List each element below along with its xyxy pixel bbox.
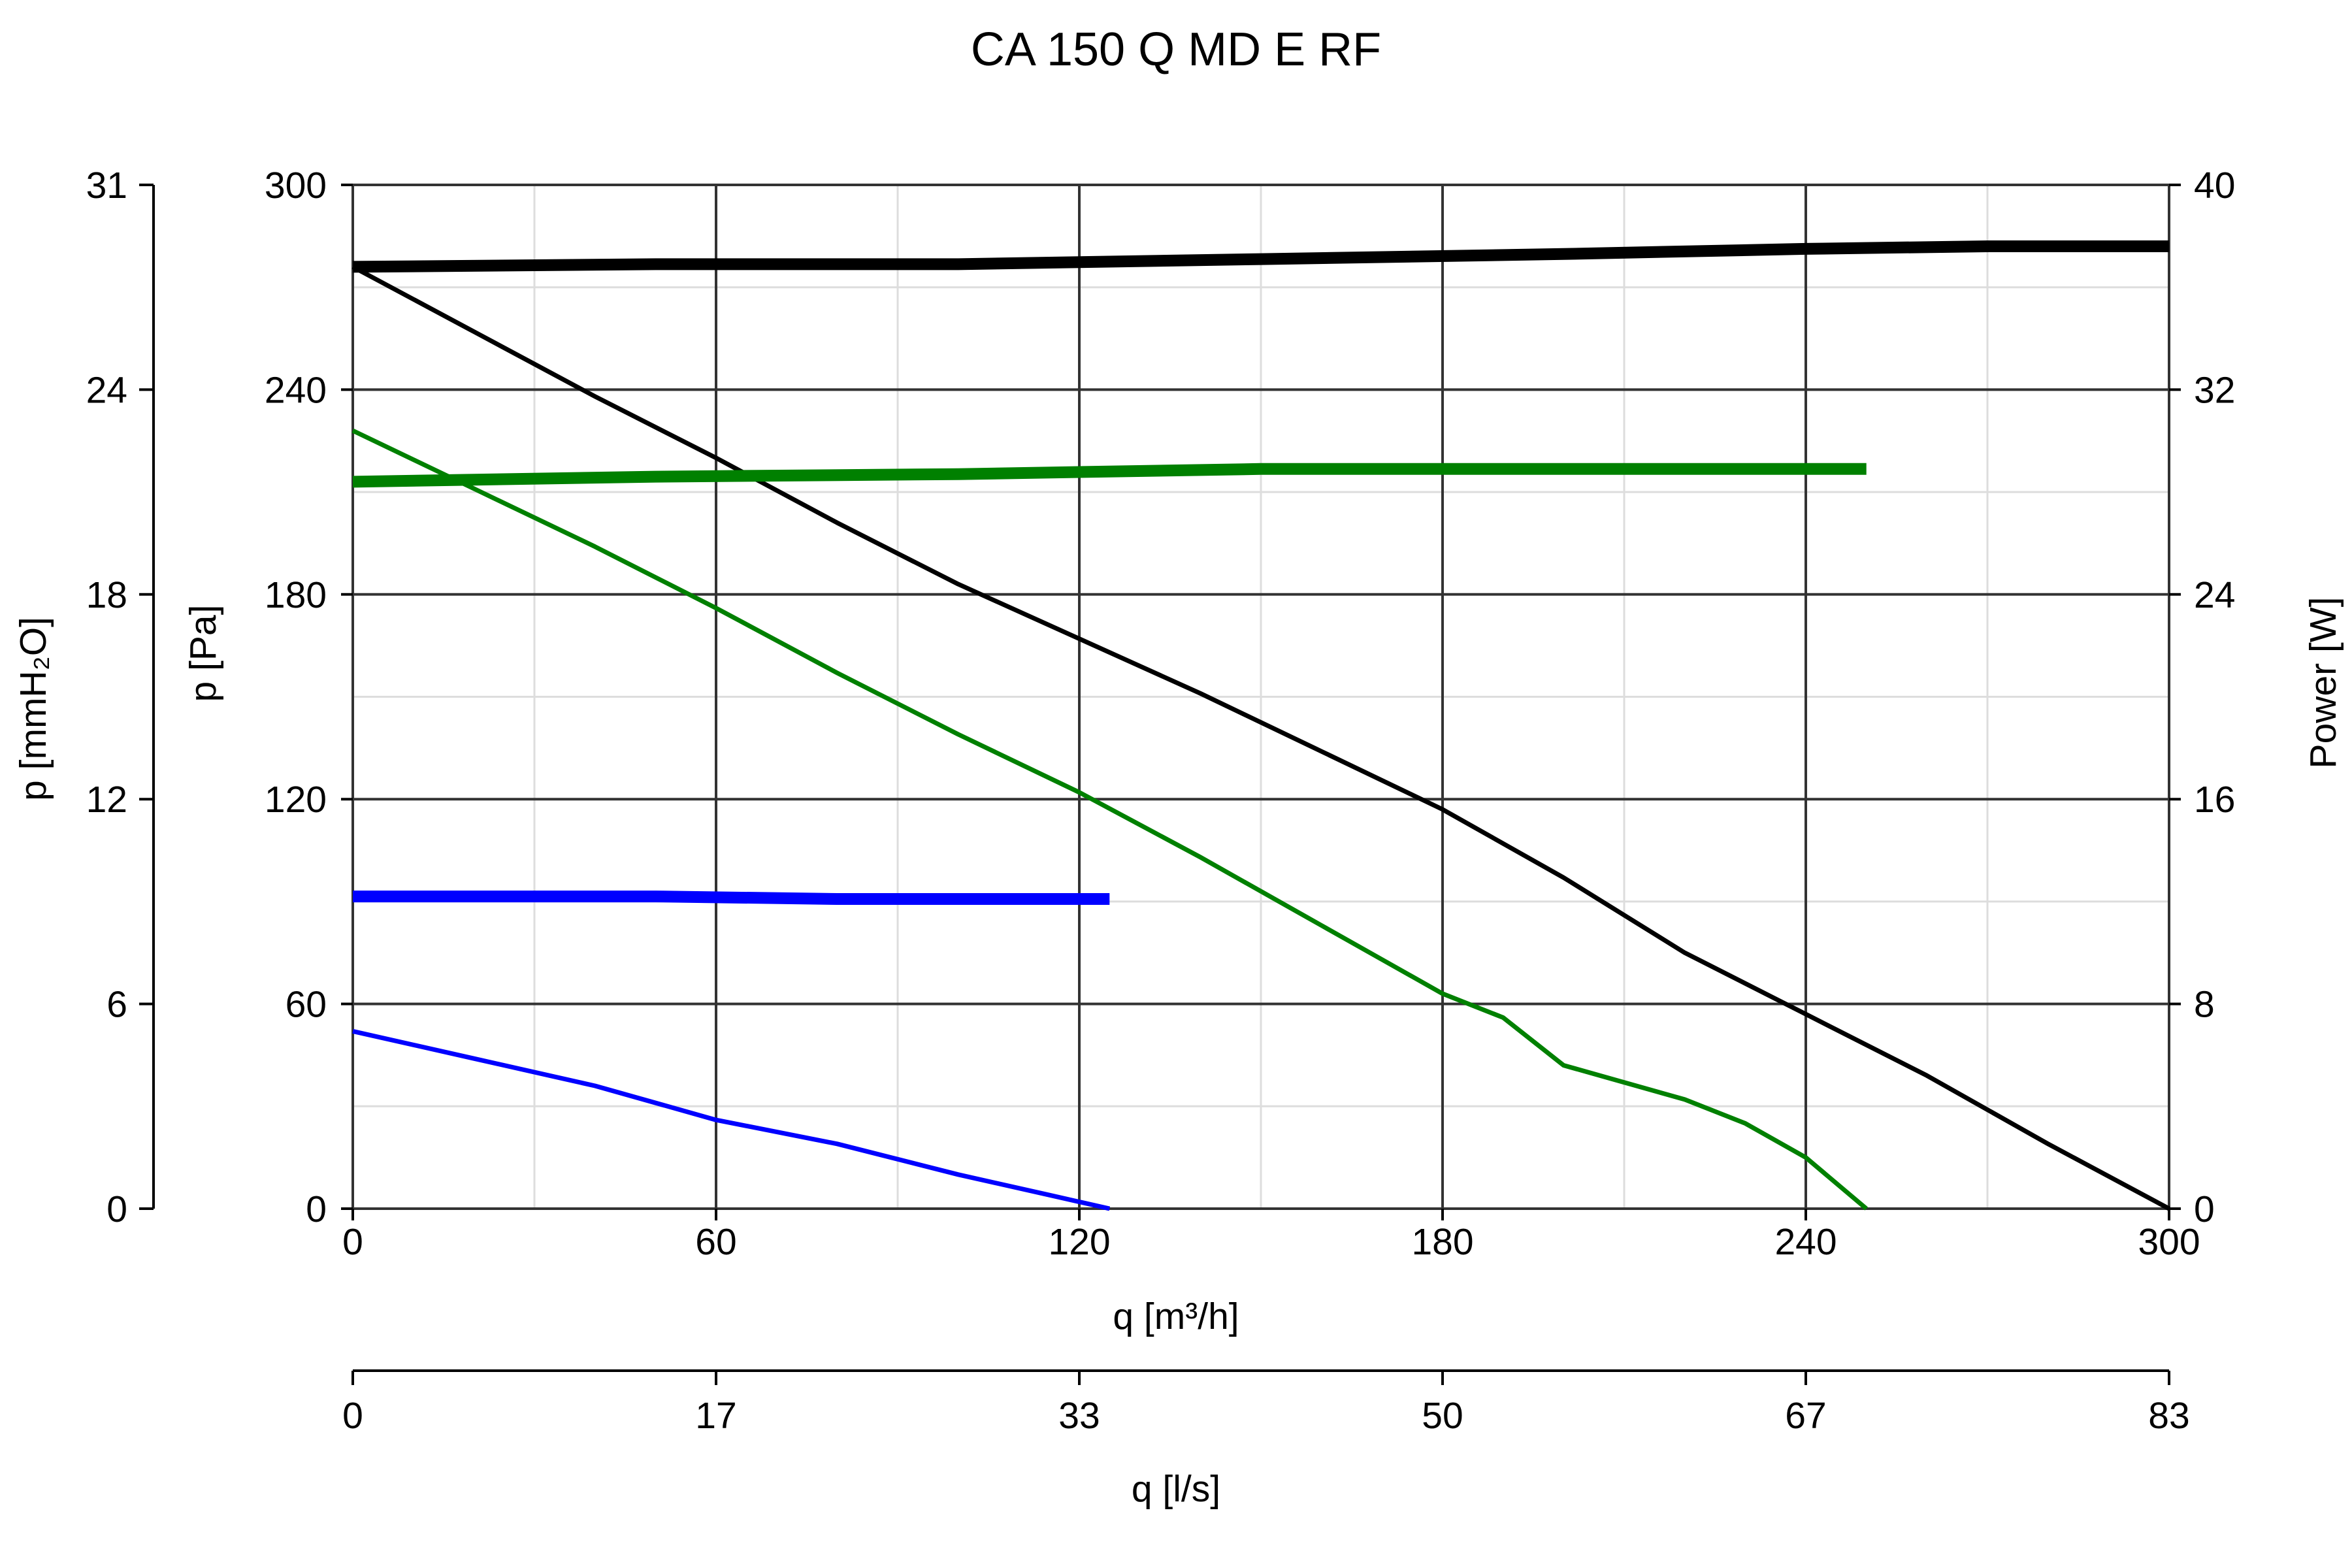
y-mmh2o-tick-label: 24: [86, 369, 127, 411]
series-line-power-5: [353, 890, 1110, 905]
y-tick-label: 300: [265, 165, 327, 206]
series-line-power-3: [352, 240, 2169, 273]
x-tick-label: 240: [1774, 1221, 1837, 1263]
plot-frame: [351, 184, 2170, 1210]
x2-tick-label: 83: [2148, 1395, 2189, 1437]
x-tick-label: 120: [1048, 1221, 1110, 1263]
y-tick-label: 120: [265, 779, 327, 821]
power-axis-label: Power [W]: [2302, 597, 2344, 769]
y-pa-axis-label: p [Pa]: [182, 605, 224, 702]
chart-title: CA 150 Q MD E RF: [971, 24, 1381, 76]
power-tick-label: 8: [2194, 984, 2215, 1026]
minor-grid: [353, 185, 2169, 1209]
series-line-pressure-1: [351, 428, 1868, 1211]
x2-tick-label: 17: [695, 1395, 736, 1437]
x2-tick-label: 67: [1785, 1395, 1826, 1437]
y-mmh2o-tick-label: 0: [106, 1188, 127, 1230]
power-tick-label: 24: [2194, 574, 2235, 616]
x-tick-label: 300: [2138, 1221, 2200, 1263]
y-tick-label: 0: [306, 1188, 327, 1230]
x2-tick-label: 33: [1058, 1395, 1100, 1437]
power-tick-label: 40: [2194, 165, 2235, 206]
series-lines: [351, 240, 2170, 1211]
y-tick-label: 180: [265, 574, 327, 616]
major-grid: [353, 185, 2169, 1209]
x-tick-label: 180: [1411, 1221, 1473, 1263]
y-mmh2o-tick-label: 6: [106, 984, 127, 1026]
y-tick-label: 60: [286, 984, 327, 1026]
y-mmh2o-tick-label: 18: [86, 574, 127, 616]
series-line-pressure-2: [352, 1028, 1111, 1211]
x2-tick-label: 50: [1422, 1395, 1463, 1437]
x-tick-label: 0: [342, 1221, 363, 1263]
series-line-pressure-0: [351, 265, 2170, 1211]
x2-axis-label: q [l/s]: [1132, 1468, 1220, 1510]
y-mmh2o-axis-label: p [mmH₂O]: [12, 617, 54, 801]
y-mmh2o-tick-label: 31: [86, 165, 127, 206]
x2-tick-label: 0: [342, 1395, 363, 1437]
y-tick-label: 240: [265, 369, 327, 411]
power-tick-label: 0: [2194, 1188, 2215, 1230]
power-tick-label: 32: [2194, 369, 2235, 411]
power-tick-label: 16: [2194, 779, 2235, 821]
series-line-power-4: [352, 463, 1867, 488]
x-tick-label: 60: [695, 1221, 736, 1263]
x-axis-label: q [m³/h]: [1113, 1296, 1239, 1337]
y-mmh2o-tick-label: 12: [86, 779, 127, 821]
